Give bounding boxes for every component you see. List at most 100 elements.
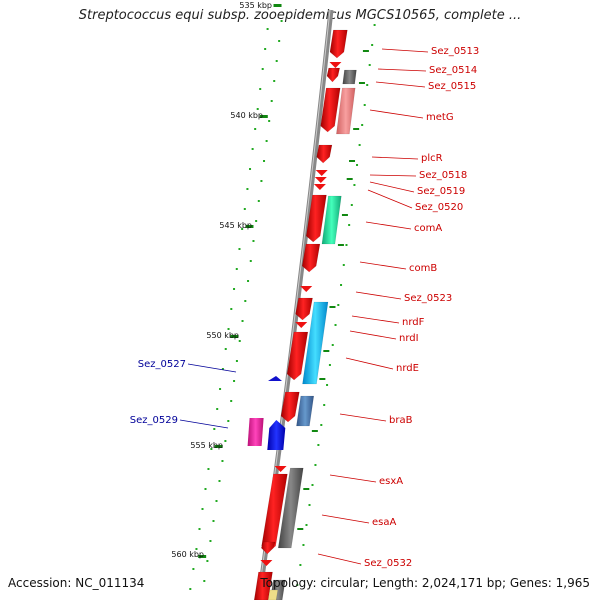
grid-dot — [212, 520, 215, 522]
accession-text: Accession: NC_011134 — [8, 576, 145, 590]
gene-label-coma[interactable]: comA — [414, 223, 442, 234]
grid-dot — [233, 288, 236, 290]
gene-label-esxa[interactable]: esxA — [379, 476, 403, 487]
grid-dot — [216, 408, 219, 410]
gene-label-sez-0515[interactable]: Sez_0515 — [428, 81, 476, 92]
cds-sez-0513 — [329, 29, 348, 59]
grid-dot — [259, 88, 262, 90]
grid-dot — [221, 368, 224, 370]
cog-block-steel — [296, 395, 315, 427]
grid-dot — [206, 560, 209, 562]
gene-label-brab[interactable]: braB — [389, 415, 413, 426]
gene-label-nrdi[interactable]: nrdI — [399, 333, 419, 344]
grid-dot — [249, 168, 252, 170]
gene-label-nrde[interactable]: nrdE — [396, 363, 419, 374]
grid-dot — [204, 488, 207, 490]
grid-dot — [266, 28, 269, 30]
label-leader — [369, 181, 415, 193]
grid-dot — [363, 104, 366, 106]
grid-dot — [371, 44, 374, 46]
gene-label-esaa[interactable]: esaA — [372, 517, 396, 528]
grid-dot — [256, 108, 259, 110]
gene-label-sez-0523[interactable]: Sez_0523 — [404, 293, 452, 304]
ruler-tick — [230, 335, 239, 338]
gene-label-sez-0519[interactable]: Sez_0519 — [417, 186, 465, 197]
cds-nrdf — [295, 297, 313, 321]
label-leader — [367, 189, 413, 209]
grid-dot — [278, 40, 281, 42]
map-title: Streptococcus equi subsp. zooepidemicus … — [78, 8, 522, 23]
grid-dot — [296, 584, 299, 586]
ruler-tick — [273, 4, 282, 7]
grid-dot — [221, 460, 224, 462]
ruler-tick — [214, 445, 223, 448]
grid-dot — [273, 80, 276, 82]
cog-tick — [337, 244, 344, 246]
cog-tick — [353, 128, 360, 130]
grid-dot — [201, 508, 204, 510]
cog-block-pink — [336, 87, 356, 135]
ruler-label-545: 545 kbp — [219, 221, 252, 230]
gene-label-sez-0529[interactable]: Sez_0529 — [130, 415, 178, 426]
grid-dot — [311, 484, 314, 486]
label-leader — [329, 474, 377, 483]
grid-dot — [356, 164, 359, 166]
cog-block-gray — [342, 69, 357, 85]
label-leader — [375, 81, 426, 88]
grid-dot — [241, 320, 244, 322]
grid-dot — [328, 364, 331, 366]
grid-dot — [224, 440, 227, 442]
grid-dot — [195, 548, 198, 550]
cds-chevron — [313, 184, 326, 190]
grid-dot — [207, 468, 210, 470]
grid-dot — [320, 424, 323, 426]
gene-label-plcr[interactable]: plcR — [421, 153, 443, 164]
gene-label-sez-0520[interactable]: Sez_0520 — [415, 202, 463, 213]
grid-dot — [241, 228, 244, 230]
cog-tick — [297, 528, 304, 530]
grid-dot — [275, 60, 278, 62]
gene-label-sez-0527[interactable]: Sez_0527 — [138, 359, 186, 370]
cds-chevron — [260, 560, 273, 566]
gene-label-sez-0513[interactable]: Sez_0513 — [431, 46, 479, 57]
cog-tick — [358, 82, 365, 84]
grid-dot — [251, 148, 254, 150]
label-leader — [349, 330, 397, 340]
gene-label-sez-0518[interactable]: Sez_0518 — [419, 170, 467, 181]
ruler-label-560: 560 kbp — [171, 550, 204, 559]
cds-chevron — [295, 322, 308, 328]
gene-label-sez-0532[interactable]: Sez_0532 — [364, 558, 412, 569]
grid-dot — [353, 184, 356, 186]
grid-dot — [227, 420, 230, 422]
cds-sez-0515 — [326, 67, 341, 83]
gene-label-metg[interactable]: metG — [426, 112, 454, 123]
ruler-label-550: 550 kbp — [206, 331, 239, 340]
label-leader — [371, 156, 419, 160]
grid-dot — [243, 208, 246, 210]
gene-label-comb[interactable]: comB — [409, 263, 437, 274]
grid-dot — [246, 188, 249, 190]
cds-chevron — [274, 466, 287, 472]
cds-nrde — [286, 331, 309, 381]
grid-dot — [299, 564, 302, 566]
cds-coma — [305, 194, 327, 243]
grid-dot — [345, 244, 348, 246]
label-leader — [355, 291, 402, 300]
cds-brab — [280, 391, 300, 423]
grid-dot — [337, 304, 340, 306]
gene-labels-right: Sez_0513 Sez_0514 Sez_0515 metG plcR Sez… — [364, 46, 479, 569]
gene-label-sez-0514[interactable]: Sez_0514 — [429, 65, 477, 76]
gene-label-nrdf[interactable]: nrdF — [402, 317, 425, 328]
ruler-labels: 535 kbp 540 kbp 545 kbp 550 kbp 555 kbp … — [171, 1, 272, 559]
grid-dot — [361, 124, 364, 126]
grid-dot — [255, 220, 258, 222]
grid-dot — [235, 268, 238, 270]
cds-comb — [301, 243, 321, 273]
cog-tick — [349, 160, 356, 162]
cog-tick — [319, 378, 326, 380]
label-leader — [179, 419, 229, 429]
grid-dot — [209, 540, 212, 542]
ruler — [198, 4, 282, 558]
grid-dots — [189, 20, 376, 590]
grid-dot — [219, 388, 222, 390]
